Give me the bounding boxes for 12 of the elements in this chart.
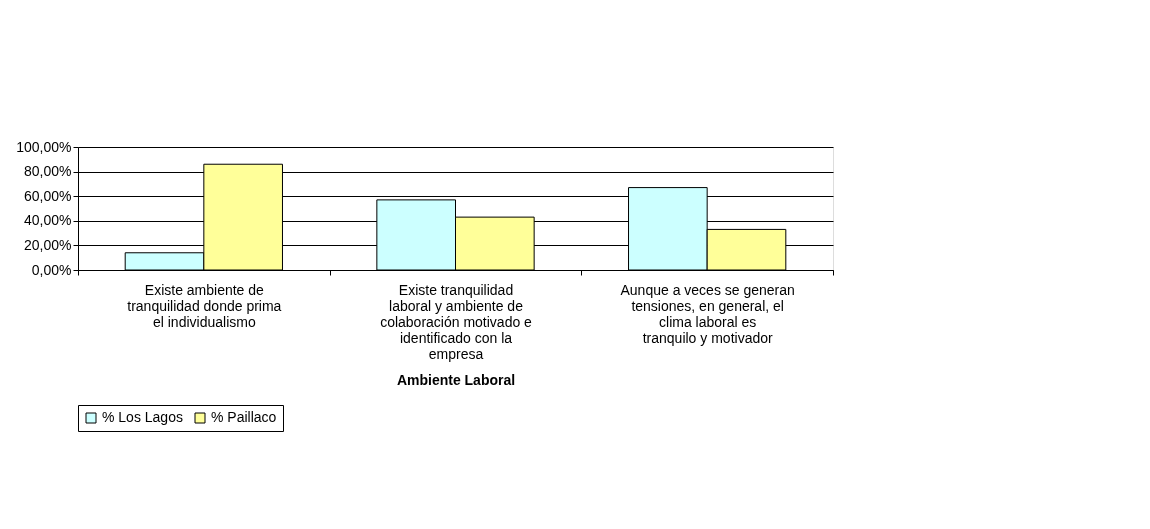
legend-label: % Paillaco — [211, 409, 277, 425]
x-tick-label: Existe tranquilidad laboral y ambiente de colaboración motivado e identificado con la empresa — [380, 281, 533, 362]
y-tick-label: 20,00% — [24, 236, 72, 253]
x-axis-title: Ambiente Laboral — [396, 371, 516, 388]
x-tick-label: Existe ambiente de tranquilidad donde prima el individualismo — [127, 281, 282, 330]
y-tick-label: 80,00% — [24, 163, 72, 180]
x-tick-label: Aunque a veces se generan tensiones, en general, el clima laboral es tranquilo y motivador — [620, 281, 795, 346]
y-tick-label: 0,00% — [31, 261, 72, 278]
y-tick-label: 40,00% — [24, 212, 72, 229]
y-tick-label: 100,00% — [16, 138, 72, 155]
y-tick-label: 60,00% — [24, 187, 72, 204]
legend-label: % Los Lagos — [102, 409, 183, 425]
